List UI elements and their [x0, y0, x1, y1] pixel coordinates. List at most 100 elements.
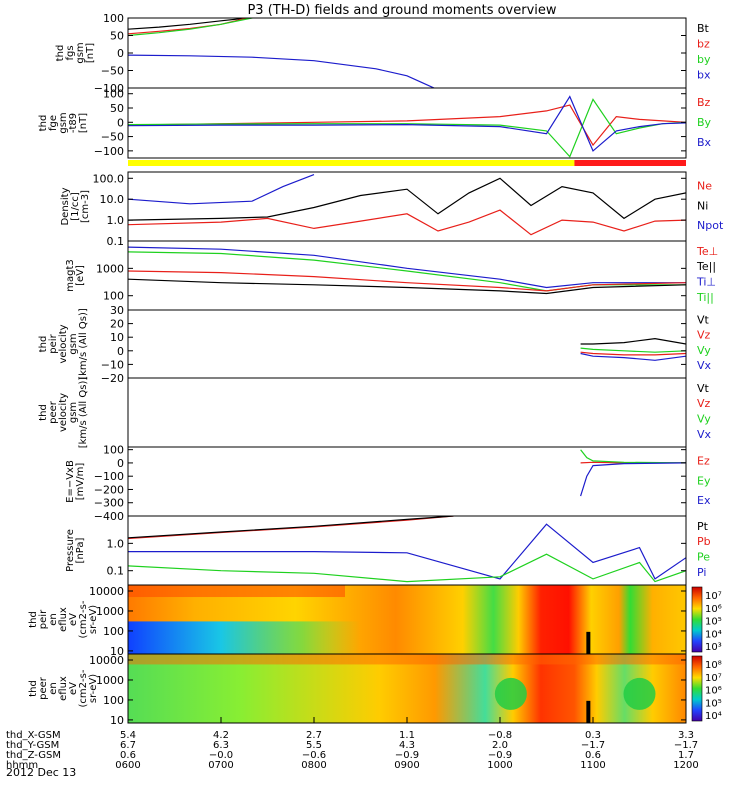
ephemeris-value: 0700 — [208, 760, 233, 771]
series-p2-Bz — [128, 104, 686, 147]
legend-item: Npot — [697, 219, 724, 232]
y-axis-label: eflux — [58, 607, 69, 632]
y-axis-label: eV — [68, 682, 79, 695]
panel-frame — [127, 17, 687, 89]
ephemeris-value: 1000 — [487, 760, 512, 771]
y-tick-label: 30 — [110, 304, 124, 317]
ephemeris-row-label: thd_X-GSM — [6, 730, 61, 741]
heatmap-field — [128, 654, 686, 723]
y-axis-label: eV — [68, 613, 79, 626]
y-tick-label: 100 — [103, 290, 124, 303]
series-p4-Te — [128, 278, 686, 295]
ephemeris-value: 6.7 — [120, 740, 136, 751]
series-p8-Pt — [128, 516, 454, 539]
y-axis-label: [mV/m] — [75, 463, 86, 501]
colorbar — [691, 586, 703, 653]
date-label: 2012 Dec 13 — [6, 766, 76, 779]
ephemeris-value: 1.7 — [678, 750, 694, 761]
ephemeris-value: 2.0 — [492, 740, 508, 751]
panel-frame — [127, 87, 687, 159]
y-axis-label: E=−VxB — [65, 460, 76, 503]
data-gap-marker — [586, 631, 591, 654]
y-tick-label: −400 — [94, 510, 124, 523]
figure-title: P3 (TH-D) fields and ground moments over… — [247, 3, 556, 18]
y-tick-label: 20 — [110, 318, 124, 331]
legend-item: Vz — [697, 397, 711, 410]
y-tick-label: 0 — [117, 345, 124, 358]
y-axis-label: thd — [28, 611, 39, 628]
legend-item: Ex — [697, 494, 711, 507]
y-tick-label: 10.0 — [100, 193, 125, 206]
ephemeris-value: −1.7 — [581, 740, 605, 751]
y-tick-label: 50 — [110, 30, 124, 43]
ephemeris-value: 0900 — [394, 760, 419, 771]
series-p8-Pi — [128, 523, 686, 580]
ephemeris-value: 0800 — [301, 760, 326, 771]
y-axis-label: peer — [48, 400, 59, 424]
series-p5-Vy — [580, 347, 686, 353]
colorbar-tick-label: 10⁴ — [705, 711, 722, 722]
colorbar-tick-label: 10⁸ — [705, 660, 722, 671]
legend-item: Ey — [697, 474, 711, 487]
series-p2-By — [128, 98, 686, 158]
y-tick-label: 10 — [110, 645, 124, 658]
ephemeris-value: −0.0 — [209, 750, 233, 761]
y-axis-label: [km/s (All Qs)] — [78, 377, 89, 449]
series-p3-Ne — [128, 209, 686, 236]
y-axis-label: sr-eV) — [88, 674, 99, 703]
ephemeris-value: −1.7 — [674, 740, 698, 751]
series-p8-Pe — [128, 553, 686, 583]
y-tick-label: 0.1 — [107, 565, 125, 578]
y-axis-label: fge — [48, 115, 59, 131]
legend-item: bx — [697, 69, 711, 82]
x-axis-ephemeris: thd_X-GSMthd_Y-GSMthd_Z-GSMhhmm5.46.70.6… — [6, 717, 699, 771]
series-p5-Vz — [580, 351, 686, 356]
ephemeris-row-label: thd_Z-GSM — [6, 750, 61, 761]
ephemeris-value: 0600 — [115, 760, 140, 771]
y-tick-label: −100 — [94, 82, 124, 95]
y-tick-label: 0.1 — [107, 235, 125, 248]
y-tick-label: −100 — [94, 145, 124, 158]
y-tick-label: 0 — [117, 457, 124, 470]
y-tick-label: 0 — [117, 47, 124, 60]
y-tick-label: 10000 — [89, 585, 124, 598]
series-p1-by — [128, 18, 255, 37]
y-axis-label: fgs — [65, 45, 76, 60]
heatmap-hot-band — [128, 585, 345, 598]
y-tick-label: 10 — [110, 331, 124, 344]
legend-item: Vt — [697, 382, 710, 395]
y-tick-label: 10000 — [89, 654, 124, 667]
colorbar — [691, 655, 703, 722]
colorbar-tick-label: 10⁷ — [705, 591, 722, 602]
mode-bar-fast — [574, 160, 686, 166]
series-p4-Ti — [128, 246, 686, 289]
legend-item: Vt — [697, 314, 710, 327]
legend-item: bz — [697, 38, 710, 51]
y-tick-label: 100 — [103, 694, 124, 707]
y-tick-label: 1.0 — [107, 537, 125, 550]
legend-item: by — [697, 53, 711, 66]
y-axis-label: sr-eV) — [88, 605, 99, 634]
y-axis-label: [nT] — [78, 113, 89, 133]
legend-item: Bz — [697, 96, 711, 109]
ephemeris-value: −0.8 — [488, 730, 512, 741]
ephemeris-value: −0.9 — [488, 750, 512, 761]
y-axis-label: velocity — [58, 393, 69, 432]
legend-item: Vz — [697, 329, 711, 342]
panel-p6: thd peer velocity gsm [km/s (All Qs)] Vt Vz Vy V… — [38, 377, 712, 449]
ephemeris-value: 5.4 — [120, 730, 136, 741]
y-axis-label: [nT] — [85, 43, 96, 63]
colorbar-tick-label: 10⁵ — [705, 698, 722, 709]
y-axis-label: [eV] — [75, 265, 86, 286]
y-tick-label: −50 — [101, 131, 124, 144]
legend-item: Te|| — [696, 260, 716, 273]
legend-item: Bt — [697, 22, 710, 35]
y-axis-label: (cm2-s- — [78, 600, 89, 638]
y-tick-label: 100 — [103, 12, 124, 25]
mode-bar-slow — [128, 160, 575, 166]
y-axis-label: -t89 — [68, 113, 79, 133]
ephemeris-value: −0.6 — [302, 750, 326, 761]
y-axis-label: eflux — [58, 676, 69, 701]
series-p3-Npot — [128, 174, 315, 205]
